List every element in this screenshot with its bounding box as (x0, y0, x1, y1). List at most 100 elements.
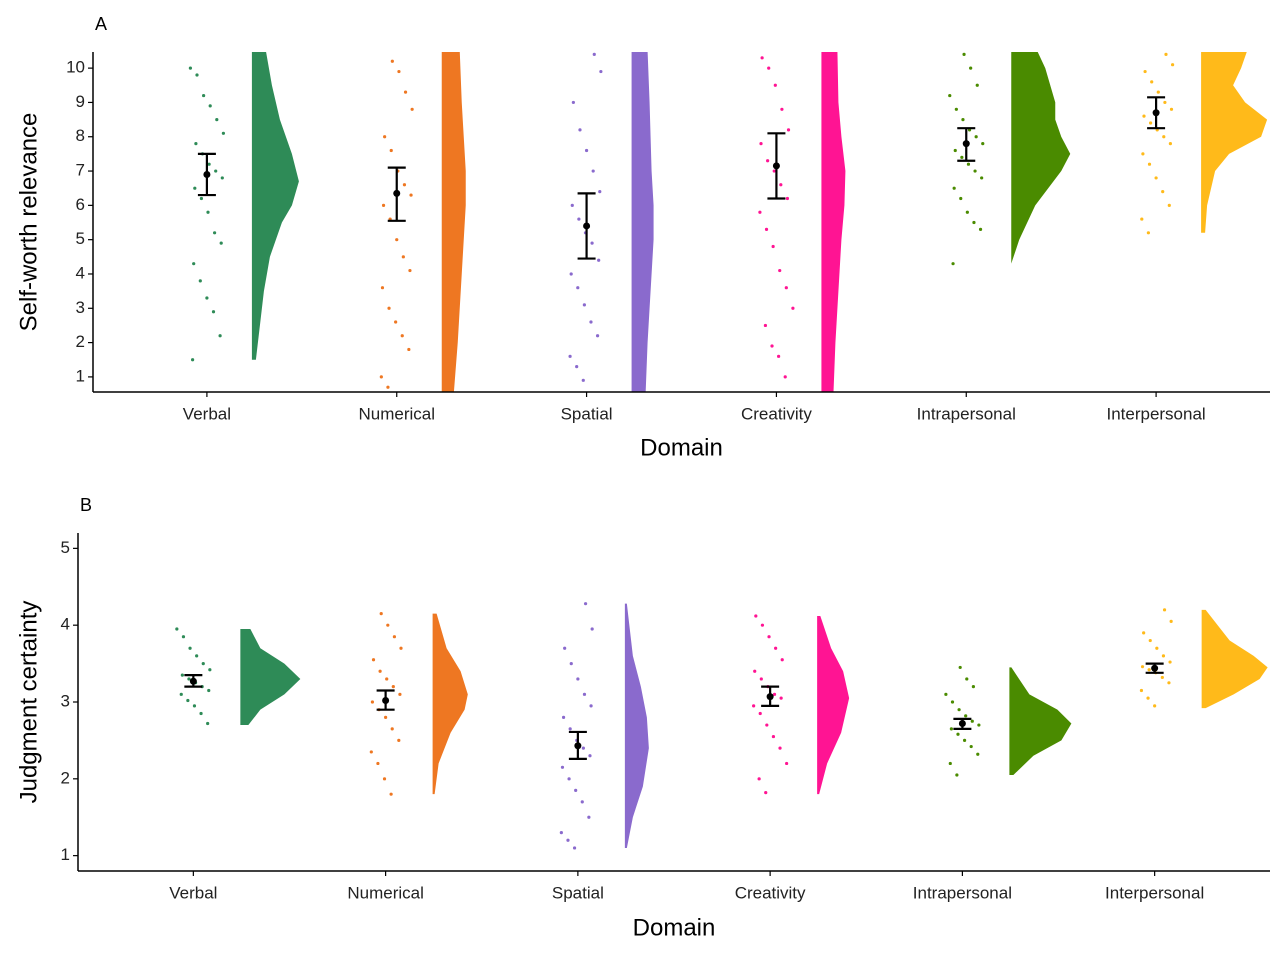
data-point (395, 238, 399, 242)
data-point (567, 777, 571, 781)
density (624, 603, 649, 848)
data-point (206, 721, 210, 726)
data-point (954, 107, 958, 111)
data-point (950, 700, 955, 704)
data-point (955, 773, 959, 777)
data-point (580, 800, 584, 804)
data-point (186, 698, 190, 703)
data-point (978, 227, 983, 231)
data-point (208, 668, 212, 672)
data-point (568, 354, 572, 358)
y-tick-label: 10 (66, 58, 85, 77)
data-point (948, 761, 952, 766)
data-point (201, 661, 205, 666)
data-point (1147, 668, 1151, 672)
x-axis-title: Domain (633, 914, 716, 941)
data-point (764, 791, 768, 795)
data-point (397, 738, 401, 743)
mean-point (574, 742, 582, 750)
data-point (980, 176, 984, 180)
data-point (1142, 114, 1146, 118)
data-point (582, 692, 587, 696)
data-point (1155, 646, 1159, 650)
data-point (958, 665, 962, 670)
data-point (1168, 142, 1172, 146)
data-point (763, 323, 768, 328)
density (821, 52, 846, 392)
data-point (1162, 608, 1167, 612)
data-point (767, 66, 771, 70)
data-point (568, 727, 572, 731)
data-point (394, 320, 398, 324)
density (1009, 667, 1072, 775)
data-point (193, 186, 197, 190)
data-point (1160, 675, 1164, 680)
x-tick-label: Verbal (169, 883, 217, 902)
data-point (577, 217, 581, 221)
y-tick-label: 8 (76, 126, 85, 145)
mean-point (1151, 664, 1159, 672)
data-point (180, 673, 184, 677)
data-point (587, 815, 591, 819)
data-point (778, 268, 782, 273)
data-point (391, 685, 395, 689)
data-point (582, 303, 586, 307)
data-point (379, 612, 383, 616)
data-point (195, 73, 199, 77)
panel-title: A (95, 14, 107, 34)
data-point (199, 711, 203, 716)
y-tick-label: 3 (61, 691, 70, 710)
x-tick-label: Numerical (358, 404, 435, 423)
data-point (1163, 100, 1167, 105)
data-point (1168, 660, 1172, 664)
data-point (576, 286, 580, 290)
data-point (207, 688, 211, 693)
data-point (969, 66, 973, 70)
data-point (399, 646, 403, 650)
data-point (218, 334, 222, 338)
data-point (560, 765, 565, 769)
data-point (410, 107, 414, 111)
data-point (973, 169, 977, 173)
data-point (975, 83, 979, 87)
data-point (779, 183, 783, 187)
mean-point (1152, 109, 1160, 117)
data-point (779, 696, 783, 700)
data-point (214, 169, 218, 173)
data-point (1143, 69, 1147, 74)
data-point (390, 727, 394, 731)
data-point (390, 59, 394, 63)
data-point (588, 754, 592, 758)
data-point (402, 183, 407, 187)
data-point (1139, 688, 1144, 693)
data-point (960, 155, 964, 159)
data-point (760, 623, 765, 627)
data-point (1147, 162, 1152, 166)
data-point (369, 750, 373, 754)
data-point (175, 627, 179, 631)
mean-point (962, 140, 970, 148)
data-point (1161, 190, 1165, 194)
data-point (570, 203, 574, 207)
data-point (574, 788, 578, 792)
x-tick-label: Intrapersonal (913, 883, 1012, 902)
y-tick-label: 9 (76, 92, 85, 111)
data-point (389, 792, 393, 796)
data-point (376, 761, 380, 766)
data-point (772, 692, 777, 696)
data-point (1154, 176, 1158, 180)
mean-point (583, 222, 591, 230)
data-point (753, 669, 757, 673)
y-tick-label: 2 (61, 768, 70, 787)
data-point (1170, 63, 1175, 67)
data-point (1146, 696, 1150, 700)
data-point (977, 723, 981, 727)
data-point (589, 320, 593, 324)
data-point (949, 727, 953, 731)
data-point (791, 306, 795, 310)
density (251, 52, 299, 360)
y-tick-label: 1 (61, 845, 70, 864)
density (432, 613, 468, 795)
data-point (382, 777, 387, 781)
data-point (192, 262, 196, 266)
